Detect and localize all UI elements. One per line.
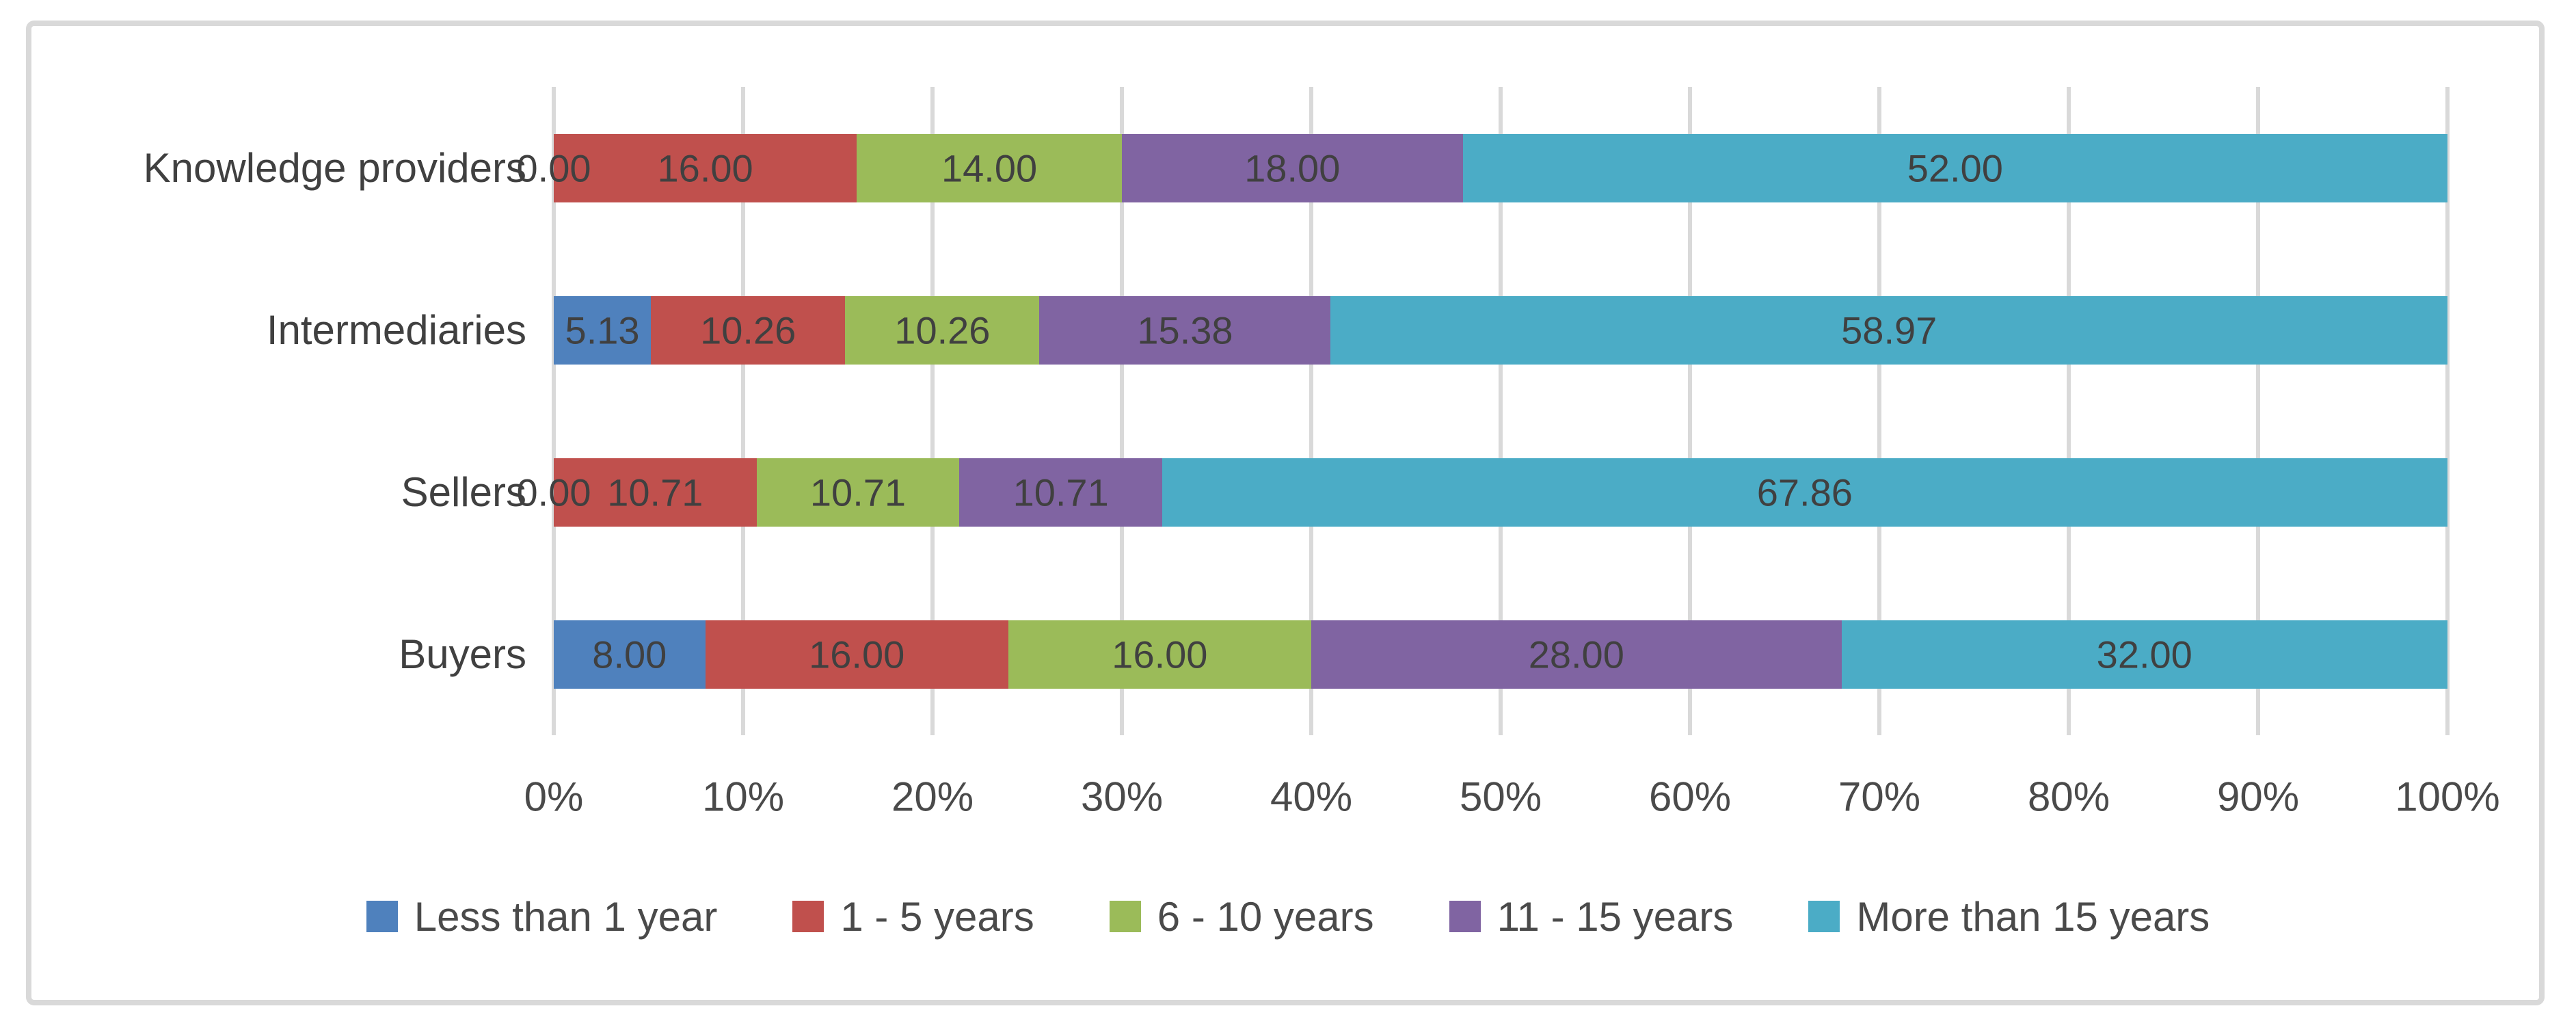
bar-segment-label: 16.00 <box>657 146 753 189</box>
x-axis-tick-label: 60% <box>1648 774 1732 820</box>
bars-layer: 0.00 16.00 14.00 18.00 52.00 5.13 10.26 10.26 15… <box>517 87 2447 735</box>
gridline <box>741 87 745 735</box>
bar-segment: 32.00 <box>1841 620 2447 689</box>
bar-segment-label: 16.00 <box>1112 633 1208 676</box>
bar-segment-label: 10.71 <box>809 471 907 514</box>
bar-track: 0.00 16.00 14.00 18.00 52.00 <box>517 133 2447 202</box>
legend-swatch-icon <box>1109 901 1141 932</box>
bar-segment: 10.71 <box>959 458 1162 527</box>
bar-segment-label: 10.71 <box>1012 471 1109 514</box>
bar-segment: 67.86 <box>1162 458 2447 527</box>
x-axis: 0% 10% 20% 30% 40% 50% 60% 70% 80% 90% 100% <box>524 763 2500 831</box>
gridline <box>2445 87 2450 735</box>
x-axis-tick-label: 90% <box>2216 774 2300 820</box>
bar-segment: 52.00 <box>1462 133 2447 202</box>
legend-swatch-icon <box>1449 901 1481 932</box>
category-label: Sellers <box>401 469 526 515</box>
gridline <box>2256 87 2260 735</box>
bar-segment-label: 0.00 <box>516 471 591 514</box>
bar-segment-label: 10.26 <box>894 308 991 352</box>
bar-segment: 14.00 <box>857 133 1122 202</box>
legend-item-label: 1 - 5 years <box>840 893 1034 940</box>
gridline <box>1120 87 1124 735</box>
bar-segment: 10.26 <box>651 295 846 365</box>
legend-swatch-icon <box>366 901 398 932</box>
bar-segment: 10.26 <box>845 295 1040 365</box>
bar-segment: 28.00 <box>1311 620 1842 689</box>
bar-segment: 18.00 <box>1121 133 1463 202</box>
legend-item: Less than 1 year <box>366 893 718 940</box>
gridline <box>1309 87 1313 735</box>
bar-segment-label: 16.00 <box>809 633 905 676</box>
x-axis-tick-label: 100% <box>2395 774 2500 820</box>
bar-segment-label: 28.00 <box>1528 633 1624 676</box>
bar-track: 5.13 10.26 10.26 15.38 58.97 <box>554 295 2447 365</box>
legend-item: 6 - 10 years <box>1109 893 1374 940</box>
x-axis-tick-label: 20% <box>891 774 974 820</box>
bar-track: 0.00 10.71 10.71 10.71 67.86 <box>517 458 2447 527</box>
legend-swatch-icon <box>1808 901 1840 932</box>
bar-segment-label: 0.00 <box>516 146 591 189</box>
legend-item-label: 11 - 15 years <box>1497 893 1734 940</box>
bar-row: 0.00 16.00 14.00 18.00 52.00 <box>517 87 2447 249</box>
bar-row: 8.00 16.00 16.00 28.00 32.00 <box>554 573 2447 735</box>
bar-segment: 10.71 <box>554 458 757 527</box>
legend-item: 1 - 5 years <box>792 893 1034 940</box>
legend-item: 11 - 15 years <box>1449 893 1734 940</box>
gridline <box>1688 87 1692 735</box>
bar-segment: 16.00 <box>554 133 857 202</box>
category-label: Intermediaries <box>266 307 526 353</box>
bar-segment: 16.00 <box>1008 620 1311 689</box>
bar-segment-label: 58.97 <box>1841 308 1937 352</box>
bar-segment-label: 52.00 <box>1907 146 2003 189</box>
bar-segment-label: 15.38 <box>1137 308 1233 352</box>
x-axis-tick-label: 80% <box>2027 774 2110 820</box>
x-axis-tick-label: 50% <box>1459 774 1542 820</box>
bar-segment-label: 5.13 <box>565 308 640 352</box>
bar-segment-label: 8.00 <box>592 633 667 676</box>
legend: Less than 1 year 1 - 5 years 6 - 10 years 1… <box>0 879 2576 954</box>
legend-item-label: More than 15 years <box>1856 893 2210 940</box>
category-label: Knowledge providers <box>143 145 526 191</box>
bar-row: 5.13 10.26 10.26 15.38 58.97 <box>554 249 2447 411</box>
gridline <box>2067 87 2071 735</box>
x-axis-tick-label: 0% <box>524 774 584 820</box>
x-axis-tick-label: 70% <box>1838 774 1921 820</box>
gridline <box>552 87 556 735</box>
bar-segment: 58.97 <box>1330 295 2447 365</box>
category-label: Buyers <box>399 631 526 677</box>
plot-area: 0.00 16.00 14.00 18.00 52.00 5.13 10.26 10.26 15… <box>517 87 2450 735</box>
bar-segment-label: 10.71 <box>607 471 703 514</box>
bar-segment: 8.00 <box>554 620 706 689</box>
bar-segment-label: 67.86 <box>1756 471 1853 514</box>
x-axis-tick-label: 30% <box>1080 774 1164 820</box>
bar-segment: 15.38 <box>1039 295 1331 365</box>
x-axis-tick-label: 40% <box>1270 774 1353 820</box>
bar-segment-label: 14.00 <box>941 146 1038 189</box>
x-axis-tick-label: 10% <box>701 774 785 820</box>
legend-item: More than 15 years <box>1808 893 2210 940</box>
bar-segment: 16.00 <box>705 620 1008 689</box>
legend-item-label: Less than 1 year <box>414 893 718 940</box>
bar-segment-label: 32.00 <box>2096 633 2192 676</box>
bar-segment-label: 18.00 <box>1244 146 1341 189</box>
gridline <box>1877 87 1881 735</box>
gridline <box>930 87 935 735</box>
bar-segment: 5.13 <box>554 295 652 365</box>
gridline <box>1499 87 1503 735</box>
bar-track: 8.00 16.00 16.00 28.00 32.00 <box>554 620 2447 689</box>
category-axis: Knowledge providers Intermediaries Sellers… <box>41 87 526 735</box>
bar-segment: 10.71 <box>756 458 960 527</box>
legend-swatch-icon <box>792 901 824 932</box>
bar-segment-label: 10.26 <box>700 308 796 352</box>
bar-row: 0.00 10.71 10.71 10.71 67.86 <box>517 411 2447 573</box>
legend-item-label: 6 - 10 years <box>1157 893 1374 940</box>
